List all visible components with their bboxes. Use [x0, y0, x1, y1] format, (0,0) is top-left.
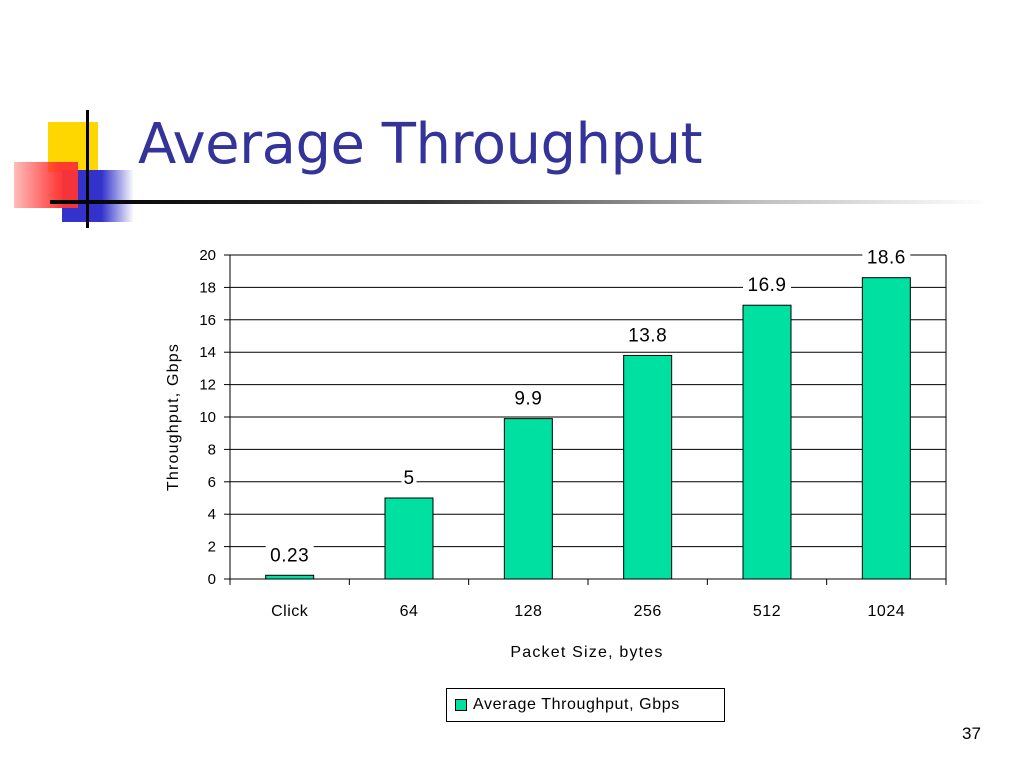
- bar: [503, 418, 553, 580]
- y-tick-label: 20: [199, 247, 216, 264]
- y-tick-label: 8: [208, 441, 216, 458]
- decor-vertical-line: [86, 110, 89, 228]
- x-tick-label: 256: [634, 603, 662, 620]
- legend-label: Average Throughput, Gbps: [473, 696, 680, 713]
- data-label-bg: [401, 467, 417, 487]
- bar: [742, 304, 792, 580]
- data-label: 13.8: [628, 325, 667, 346]
- bar: [623, 354, 673, 580]
- y-tick-label: 16: [199, 312, 216, 329]
- page-number: 37: [962, 724, 981, 743]
- chart-legend: Average Throughput, Gbps: [446, 688, 725, 722]
- y-tick-label: 0: [208, 571, 216, 588]
- data-label: 18.6: [867, 248, 906, 269]
- y-tick-label: 6: [208, 474, 216, 491]
- x-tick-label: 64: [400, 603, 419, 620]
- bar: [861, 277, 911, 580]
- data-label-bg: [862, 246, 911, 267]
- bar: [384, 497, 434, 580]
- data-label-bg: [743, 274, 791, 295]
- title-rule: [50, 200, 990, 204]
- y-tick-label: 18: [199, 279, 216, 296]
- y-tick-label: 14: [199, 344, 216, 361]
- y-axis-title: Throughput, Gbps: [165, 343, 182, 491]
- data-label: 9.9: [514, 389, 542, 410]
- data-label: 5: [403, 468, 414, 489]
- x-tick-label: Click: [271, 603, 309, 620]
- x-tick-label: 128: [514, 603, 542, 620]
- y-tick-label: 10: [199, 409, 216, 426]
- data-label-bg: [265, 544, 314, 565]
- y-tick-label: 2: [208, 539, 216, 556]
- slide-title: Average Throughput: [138, 112, 703, 177]
- data-label-bg: [509, 387, 547, 408]
- bar: [265, 574, 315, 580]
- y-tick-label: 12: [199, 377, 216, 394]
- data-label-bg: [623, 324, 672, 345]
- legend-swatch: [455, 699, 467, 711]
- y-tick-label: 4: [208, 506, 216, 523]
- x-axis-title: Packet Size, bytes: [510, 644, 663, 661]
- data-label: 16.9: [748, 275, 787, 296]
- data-label: 0.23: [270, 545, 309, 566]
- x-tick-label: 512: [753, 603, 781, 620]
- x-tick-label: 1024: [868, 603, 906, 620]
